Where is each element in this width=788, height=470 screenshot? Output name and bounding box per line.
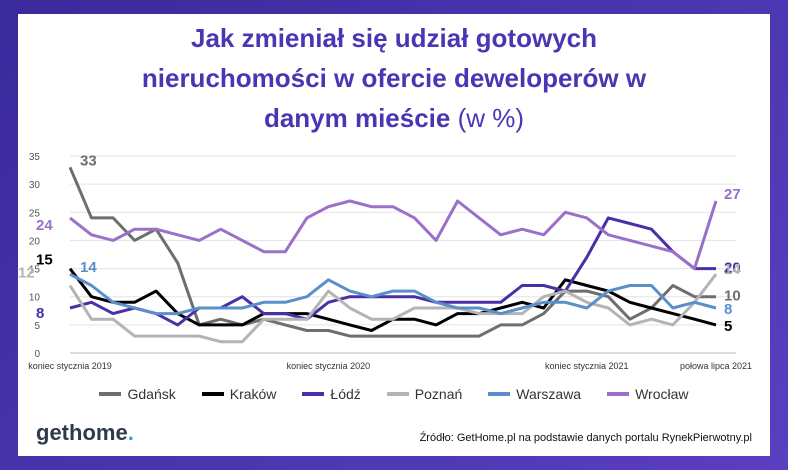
x-axis: koniec stycznia 2019 koniec stycznia 2020…	[28, 361, 752, 371]
chart-title: Jak zmieniał się udział gotowych nieruch…	[0, 18, 788, 138]
y-tick-label: 5	[34, 321, 40, 332]
legend-swatch	[99, 392, 122, 396]
series-end-label: 8	[724, 301, 732, 318]
legend-swatch	[201, 392, 224, 396]
x-tick-label: połowa lipca 2021	[680, 361, 752, 371]
legend-swatch	[488, 392, 511, 396]
series-line	[68, 267, 717, 332]
x-tick-label: koniec stycznia 2020	[287, 361, 371, 371]
series-start-label: 14	[80, 259, 97, 276]
series-end-label: 10	[724, 288, 741, 305]
legend-label: Łódź	[330, 386, 361, 402]
y-tick-label: 30	[29, 180, 41, 191]
source-note: Źródło: GetHome.pl na podstawie danych p…	[419, 432, 752, 444]
y-tick-label: 20	[29, 236, 41, 247]
logo-dot: .	[127, 420, 134, 445]
title-line-2: nieruchomości w ofercie deweloperów w	[141, 63, 647, 93]
legend-swatch	[607, 392, 630, 396]
legend-item: Warszawa	[488, 386, 581, 402]
legend-swatch	[302, 392, 325, 396]
series-line	[68, 166, 716, 338]
series-end-label: 27	[724, 186, 741, 203]
series-end-label: 14	[724, 261, 741, 278]
legend-label: Gdańsk	[127, 386, 176, 402]
series-line	[69, 216, 716, 327]
logo-home: home	[69, 420, 128, 445]
legend-label: Kraków	[229, 386, 277, 402]
title-line-1: Jak zmieniał się udział gotowych	[190, 23, 597, 53]
series-start-label: 8	[36, 305, 44, 322]
y-axis: 0 5 10 15 20 25 30 35	[29, 152, 41, 360]
y-tick-label: 25	[29, 208, 41, 219]
legend-item: Poznań	[386, 386, 463, 402]
series-end-label: 5	[724, 318, 732, 335]
title-line-3: danym mieście (w %)	[0, 98, 788, 138]
legend-label: Wrocław	[635, 386, 689, 402]
x-tick-label: koniec stycznia 2021	[545, 361, 629, 371]
gethome-logo: gethome.	[36, 420, 134, 446]
legend-label: Poznań	[414, 386, 463, 402]
legend-item: Gdańsk	[99, 386, 176, 402]
series-start-label: 12	[18, 264, 35, 281]
legend-label: Warszawa	[516, 386, 582, 402]
series-end-label: 20	[724, 260, 741, 277]
series-start-label: 15	[36, 252, 53, 269]
y-tick-label: 15	[29, 265, 41, 276]
y-tick-label: 0	[34, 349, 40, 360]
series-start-label: 33	[80, 152, 97, 169]
legend-swatch	[386, 392, 409, 396]
legend-item: Kraków	[201, 386, 277, 402]
series-line	[69, 272, 717, 316]
title-line-3-text: danym mieście	[263, 103, 451, 133]
x-tick-label: koniec stycznia 2019	[28, 361, 112, 371]
logo-get: get	[36, 420, 69, 445]
legend-item: Wrocław	[607, 386, 689, 402]
series-lines	[68, 166, 718, 344]
series-line	[68, 273, 718, 344]
y-tick-label: 35	[29, 152, 41, 163]
y-tick-label: 10	[29, 293, 41, 304]
title-unit: (w %)	[457, 103, 525, 133]
legend-item: Łódź	[302, 386, 361, 402]
series-line	[69, 199, 718, 271]
series-start-label: 24	[36, 217, 53, 234]
chart-legend: Gdańsk Kraków Łódź Poznań Warszawa Wrocław	[0, 386, 788, 402]
